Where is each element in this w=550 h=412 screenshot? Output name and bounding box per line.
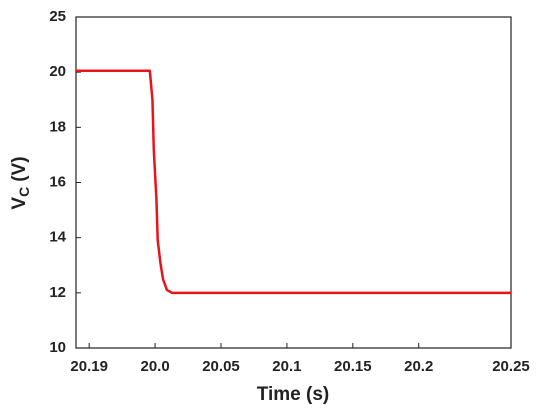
y-title-sub: C [16, 187, 32, 197]
y-tick-label: 16 [49, 173, 66, 190]
line [76, 69, 511, 295]
y-title-main: V [9, 197, 30, 210]
x-tick-label: 20.0 [140, 358, 169, 375]
x-tick-label: 20.2 [404, 358, 433, 375]
x-axis-title: Time (s) [257, 384, 330, 405]
y-axis-title: VC (V) [9, 156, 32, 209]
y-tick-label: 12 [49, 284, 66, 301]
x-tick-label: 20.1 [272, 358, 301, 375]
y-tick-label: 10 [49, 339, 66, 356]
y-tick-label: 14 [49, 229, 66, 246]
y-tick-label: 20 [49, 63, 66, 80]
x-tick-label: 20.05 [202, 358, 240, 375]
plot-frame [75, 16, 512, 349]
y-tick-label: 25 [49, 8, 66, 25]
x-tick-label: 20.19 [70, 358, 108, 375]
x-tick-label: 20.25 [492, 358, 530, 375]
y-title-unit: (V) [9, 156, 30, 181]
x-tick-label: 20.15 [334, 358, 372, 375]
y-tick-label: 18 [49, 118, 66, 135]
